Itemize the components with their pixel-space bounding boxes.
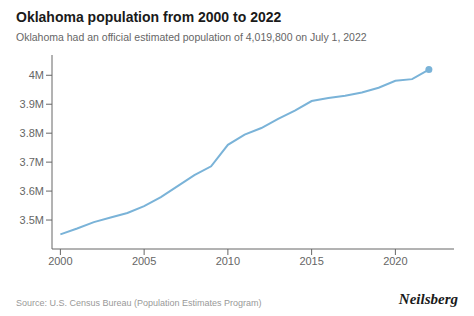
html-text:Neilsberg: Neilsberg bbox=[398, 291, 458, 307]
svg-text:3.8M: 3.8M bbox=[20, 127, 44, 139]
svg-text:3.9M: 3.9M bbox=[20, 98, 44, 110]
svg-text:2015: 2015 bbox=[299, 255, 323, 267]
svg-text:2000: 2000 bbox=[48, 255, 72, 267]
svg-text:2020: 2020 bbox=[383, 255, 407, 267]
svg-text:4M: 4M bbox=[29, 69, 44, 81]
svg-text:3.6M: 3.6M bbox=[20, 185, 44, 197]
svg-text:2005: 2005 bbox=[132, 255, 156, 267]
svg-text:3.5M: 3.5M bbox=[20, 214, 44, 226]
html-text:Oklahoma had an official estim: Oklahoma had an official estimated popul… bbox=[16, 31, 367, 43]
svg-text:2010: 2010 bbox=[216, 255, 240, 267]
html-text:Source: U.S. Census Bureau (Po: Source: U.S. Census Bureau (Population E… bbox=[16, 298, 262, 308]
svg-text:3.7M: 3.7M bbox=[20, 156, 44, 168]
html-text:Oklahoma population from 2000: Oklahoma population from 2000 to 2022 bbox=[16, 9, 282, 25]
